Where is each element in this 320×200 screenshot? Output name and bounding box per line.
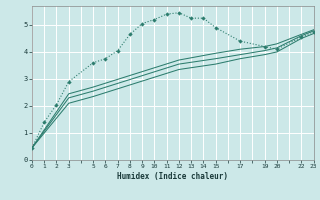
X-axis label: Humidex (Indice chaleur): Humidex (Indice chaleur) <box>117 172 228 181</box>
